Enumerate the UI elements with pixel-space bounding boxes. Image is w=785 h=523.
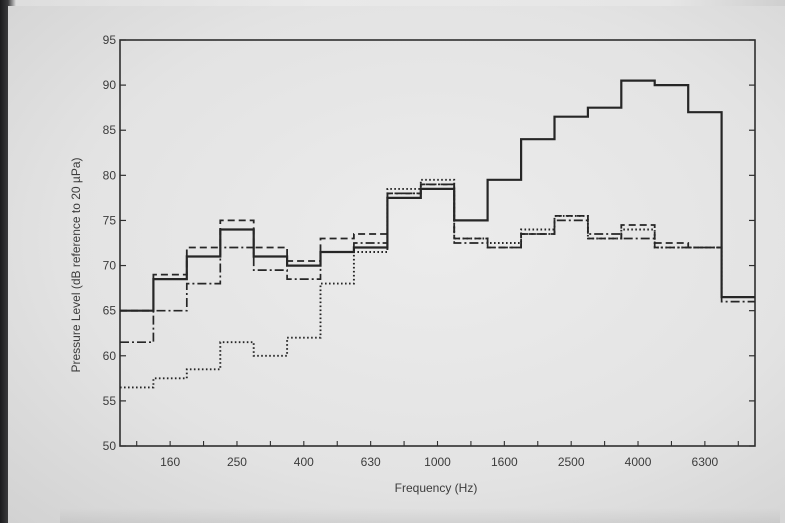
y-tick-label: 75 — [103, 213, 117, 227]
y-tick-label: 60 — [103, 349, 117, 363]
y-axis-title: Pressure Level (dB reference to 20 µPa) — [69, 157, 83, 372]
x-axis-title: Frequency (Hz) — [395, 481, 478, 495]
y-tick-label: 85 — [103, 123, 117, 137]
x-axis: 160 250 400 630 1000 1600 2500 4000 6300 — [136, 441, 739, 469]
x-tick-label: 250 — [227, 455, 247, 469]
x-tick-label: 160 — [160, 455, 180, 469]
paper-sheet — [8, 6, 785, 523]
y-tick-label: 95 — [103, 33, 117, 47]
y-tick-label: 55 — [103, 394, 117, 408]
x-tick-label: 400 — [294, 455, 314, 469]
series-line-dotted — [120, 178, 755, 389]
x-tick-label: 6300 — [692, 455, 719, 469]
y-tick-label: 90 — [103, 78, 117, 92]
y-tick-label: 50 — [103, 439, 117, 453]
x-tick-label: 4000 — [625, 455, 652, 469]
cropped-caption-edge — [60, 508, 780, 523]
y-tick-label: 65 — [103, 304, 117, 318]
x-tick-label: 630 — [361, 455, 381, 469]
series-line-solid — [120, 79, 755, 312]
series-line-dashed — [120, 183, 755, 312]
series-layer — [120, 79, 755, 389]
x-tick-label: 1000 — [424, 455, 451, 469]
y-tick-label: 70 — [103, 259, 117, 273]
y-tick-label: 80 — [103, 168, 117, 182]
x-tick-label: 1600 — [491, 455, 518, 469]
y-axis: 50 55 60 65 70 75 80 85 90 95 — [103, 33, 755, 453]
series-line-dash-dot — [120, 183, 755, 344]
x-tick-label: 2500 — [558, 455, 585, 469]
